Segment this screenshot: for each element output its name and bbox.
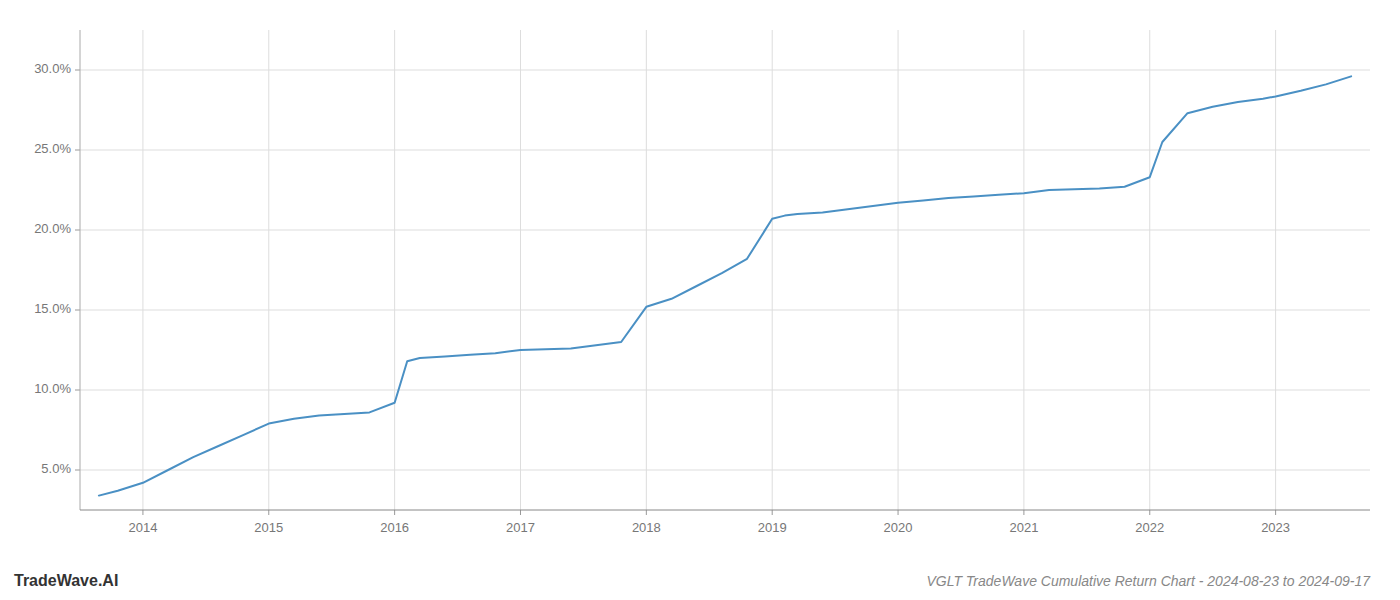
x-axis-line	[80, 510, 1370, 511]
y-tick	[75, 470, 80, 471]
x-grid-line	[1275, 30, 1276, 510]
x-tick	[1023, 510, 1024, 515]
y-tick-label: 15.0%	[34, 301, 71, 316]
x-tick-label: 2017	[506, 520, 535, 535]
y-tick-label: 5.0%	[41, 461, 71, 476]
x-grid-line	[1149, 30, 1150, 510]
plot-area	[99, 76, 1351, 495]
y-tick-label: 10.0%	[34, 381, 71, 396]
x-tick-label: 2018	[632, 520, 661, 535]
y-grid-line	[80, 390, 1370, 391]
chart-svg: 5.0% 10.0% 15.0% 20.0% 25.0% 30.0% 2014 2015 201…	[0, 0, 1400, 600]
x-tick-label: 2021	[1009, 520, 1038, 535]
x-grid-line	[1023, 30, 1024, 510]
x-tick	[268, 510, 269, 515]
x-tick	[772, 510, 773, 515]
x-grid-line	[394, 30, 395, 510]
y-tick-label: 25.0%	[34, 141, 71, 156]
x-tick-label: 2023	[1261, 520, 1290, 535]
x-tick	[1275, 510, 1276, 515]
y-tick	[75, 150, 80, 151]
x-tick-label: 2016	[380, 520, 409, 535]
data-line	[99, 76, 1351, 495]
y-grid-line	[80, 70, 1370, 71]
x-grid-line	[142, 30, 143, 510]
x-tick	[898, 510, 899, 515]
x-tick	[646, 510, 647, 515]
x-tick	[394, 510, 395, 515]
y-tick-label: 20.0%	[34, 221, 71, 236]
y-grid-line	[80, 150, 1370, 151]
y-grid-line	[80, 310, 1370, 311]
y-tick	[75, 70, 80, 71]
y-axis-line	[80, 30, 81, 510]
y-tick-label: 30.0%	[34, 61, 71, 76]
x-grid-line	[772, 30, 773, 510]
x-grid-line	[646, 30, 647, 510]
x-tick-label: 2020	[884, 520, 913, 535]
chart-container: 5.0% 10.0% 15.0% 20.0% 25.0% 30.0% 2014 2015 201…	[0, 0, 1400, 600]
x-tick	[520, 510, 521, 515]
x-tick	[1149, 510, 1150, 515]
x-tick-label: 2015	[254, 520, 283, 535]
y-grid-line	[80, 470, 1370, 471]
y-tick	[75, 390, 80, 391]
x-grid-line	[268, 30, 269, 510]
grid	[80, 30, 1370, 510]
y-tick	[75, 230, 80, 231]
x-tick-label: 2022	[1135, 520, 1164, 535]
x-tick-label: 2014	[128, 520, 157, 535]
y-grid-line	[80, 230, 1370, 231]
x-grid-line	[898, 30, 899, 510]
x-tick	[142, 510, 143, 515]
chart-title: VGLT TradeWave Cumulative Return Chart -…	[926, 573, 1371, 589]
x-tick-label: 2019	[758, 520, 787, 535]
watermark: TradeWave.AI	[14, 572, 118, 589]
y-tick	[75, 310, 80, 311]
x-grid-line	[520, 30, 521, 510]
